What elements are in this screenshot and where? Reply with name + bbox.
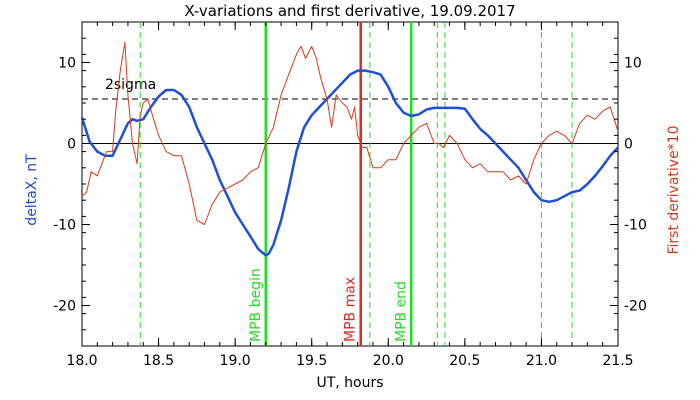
y-tick-label-left: 0 bbox=[67, 137, 76, 153]
x-axis-label: UT, hours bbox=[316, 375, 383, 391]
y-tick-label-right: 0 bbox=[624, 137, 633, 153]
x-tick-label: 19.5 bbox=[296, 353, 327, 369]
chart-title: X-variations and first derivative, 19.09… bbox=[184, 2, 515, 20]
x-tick-label: 18.0 bbox=[66, 353, 97, 369]
y-tick-label-right: -20 bbox=[624, 299, 647, 315]
x-tick-label: 18.5 bbox=[143, 353, 174, 369]
y-axis-left-label: deltaX, nT bbox=[24, 154, 40, 226]
y-axis-right-label: First derivative*10 bbox=[666, 125, 682, 254]
marker-label-mpb-begin: MPB begin bbox=[248, 268, 264, 342]
threshold-label: 2sigma bbox=[105, 77, 156, 93]
y-tick-label-left: -10 bbox=[53, 218, 76, 234]
y-tick-label-right: -10 bbox=[624, 218, 647, 234]
x-tick-label: 19.0 bbox=[220, 353, 251, 369]
plot-area: 2sigma MPB begin MPB max MPB end 18.0 18.5 19.… bbox=[53, 21, 647, 369]
series-deltaX-line bbox=[80, 69, 619, 257]
y-tick-label-left: -20 bbox=[53, 299, 76, 315]
series-derivative-line bbox=[81, 41, 619, 225]
x-tick-label: 20.0 bbox=[373, 353, 404, 369]
marker-label-mpb-end: MPB end bbox=[393, 281, 409, 342]
x-tick-label: 20.5 bbox=[449, 353, 480, 369]
x-tick-label: 21.0 bbox=[526, 353, 557, 369]
marker-label-mpb-max: MPB max bbox=[343, 277, 359, 342]
x-tick-label: 21.5 bbox=[602, 353, 633, 369]
y-tick-label-right: 10 bbox=[624, 56, 642, 72]
y-tick-label-left: 10 bbox=[58, 56, 76, 72]
